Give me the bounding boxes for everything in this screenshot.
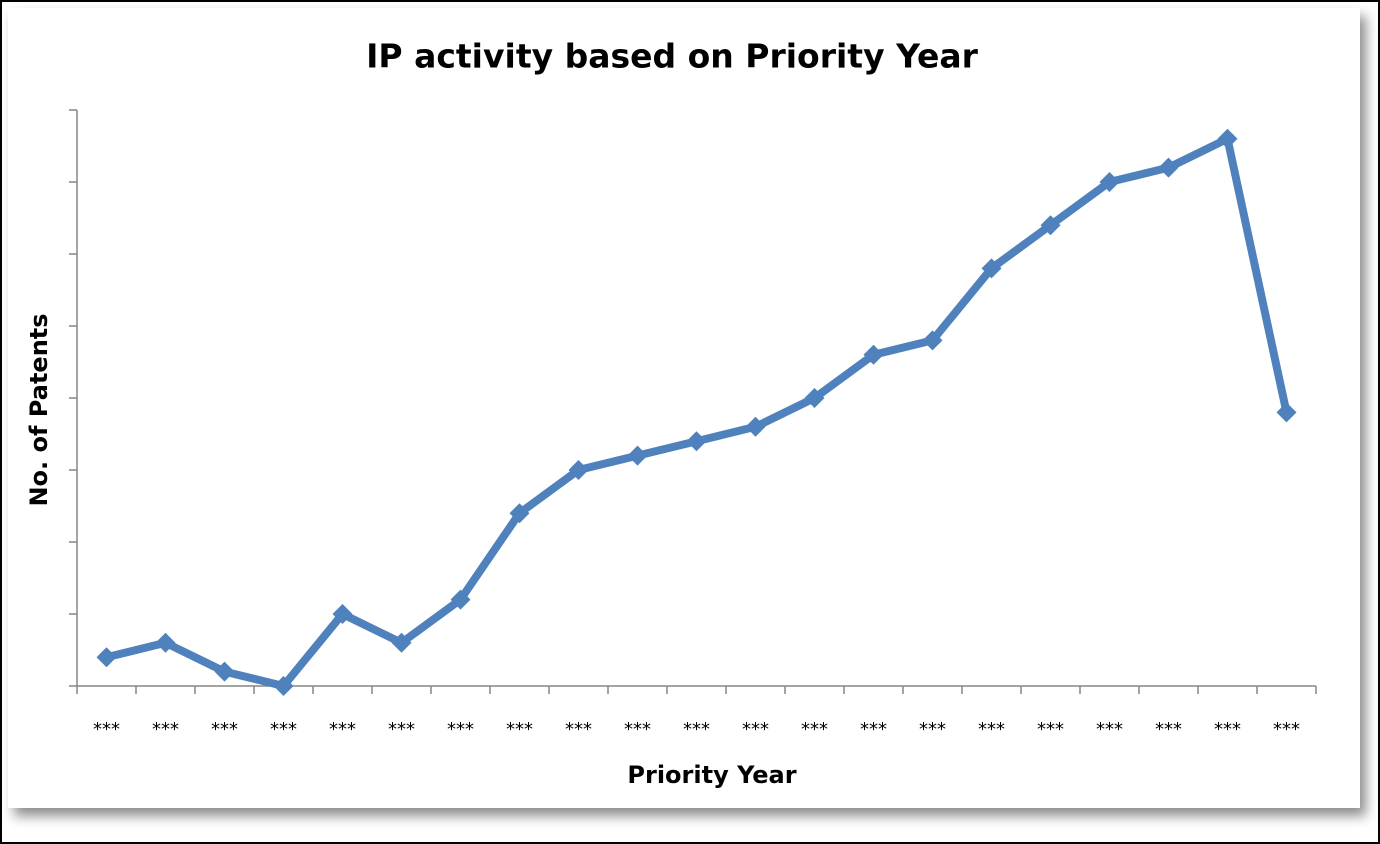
marker: [155, 632, 176, 653]
x-tick-label: ***: [447, 719, 474, 740]
marker: [745, 416, 766, 437]
x-tick-label: ***: [329, 719, 356, 740]
chart-panel: [8, 8, 1360, 808]
marker: [450, 589, 471, 610]
marker: [686, 431, 707, 452]
x-tick-label: ***: [1096, 719, 1123, 740]
marker: [509, 503, 530, 524]
marker: [96, 647, 117, 668]
marker: [391, 632, 412, 653]
x-tick-label: ***: [211, 719, 238, 740]
x-tick-label: ***: [801, 719, 828, 740]
marker: [627, 445, 648, 466]
x-tick-label: ***: [978, 719, 1005, 740]
x-tick-label: ***: [388, 719, 415, 740]
chart-title: IP activity based on Priority Year: [366, 37, 978, 76]
marker: [332, 604, 353, 624]
marker: [568, 460, 589, 480]
marker: [1099, 172, 1120, 192]
x-tick-label: ***: [565, 719, 592, 740]
x-tick-label: ***: [1037, 719, 1064, 740]
marker: [1158, 157, 1179, 178]
marker: [1217, 128, 1238, 149]
x-tick-label: ***: [1273, 719, 1300, 740]
x-tick-label: ***: [624, 719, 651, 740]
marker: [981, 258, 1002, 279]
x-tick-label: ***: [919, 719, 946, 740]
x-tick-label: ***: [93, 719, 120, 740]
x-tick-label: ***: [860, 719, 887, 740]
marker: [273, 676, 294, 696]
x-tick-label: ***: [1214, 719, 1241, 740]
x-tick-label: ***: [742, 719, 769, 740]
x-tick-label: ***: [152, 719, 179, 740]
marker: [214, 661, 235, 682]
x-tick-label: ***: [683, 719, 710, 740]
marker: [1040, 215, 1061, 236]
x-tick-label: ***: [1155, 719, 1182, 740]
marker: [804, 388, 825, 408]
y-axis-label: No. of Patents: [25, 313, 53, 506]
x-tick-label: ***: [506, 719, 533, 740]
x-axis-label: Priority Year: [627, 761, 796, 789]
x-tick-label: ***: [270, 719, 297, 740]
marker: [922, 330, 943, 351]
marker: [1276, 402, 1297, 423]
marker: [863, 344, 884, 365]
